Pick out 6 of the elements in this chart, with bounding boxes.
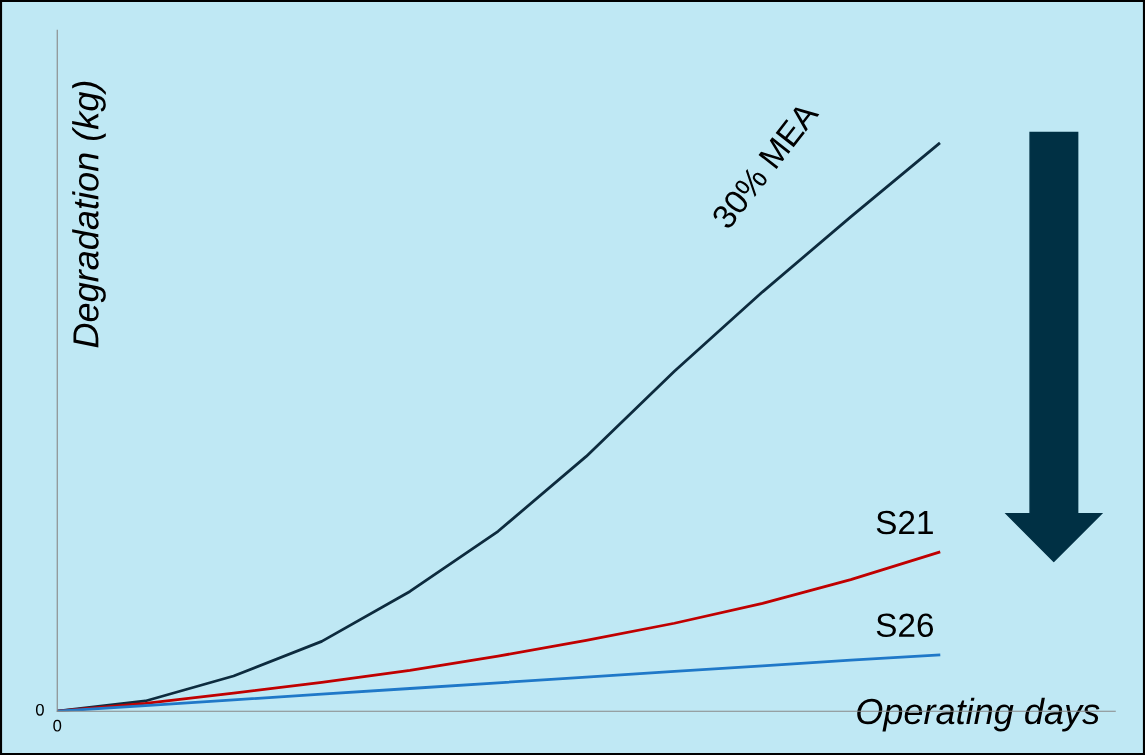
y-axis-title: Degradation (kg) <box>72 81 106 348</box>
series-label: S26 <box>876 613 934 638</box>
x-axis-title: Operating days <box>857 697 1100 732</box>
series-label: S21 <box>876 510 933 535</box>
text: 0 <box>53 719 62 732</box>
annotation: 0 <box>35 703 44 716</box>
